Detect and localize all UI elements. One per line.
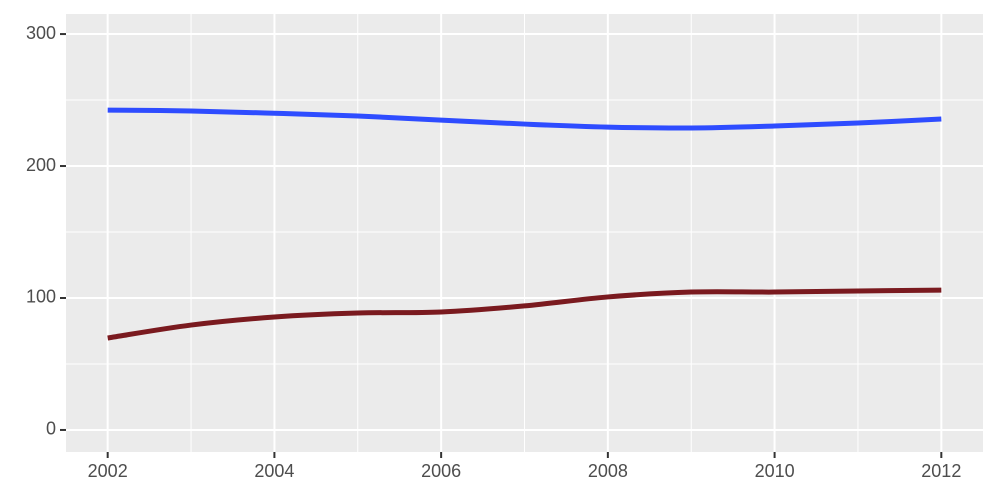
x-tick-label: 2010 bbox=[755, 461, 795, 481]
x-tick-label: 2004 bbox=[254, 461, 294, 481]
y-tick-label: 100 bbox=[26, 287, 56, 307]
x-tick-label: 2002 bbox=[88, 461, 128, 481]
y-tick-label: 300 bbox=[26, 23, 56, 43]
x-tick-label: 2012 bbox=[921, 461, 961, 481]
line bbox=[107, 287, 942, 341]
y-tick-label: 0 bbox=[46, 419, 56, 439]
y-tick-label: 200 bbox=[26, 155, 56, 175]
x-tick-label: 2008 bbox=[588, 461, 628, 481]
line bbox=[107, 107, 942, 131]
x-tick-label: 2006 bbox=[421, 461, 461, 481]
